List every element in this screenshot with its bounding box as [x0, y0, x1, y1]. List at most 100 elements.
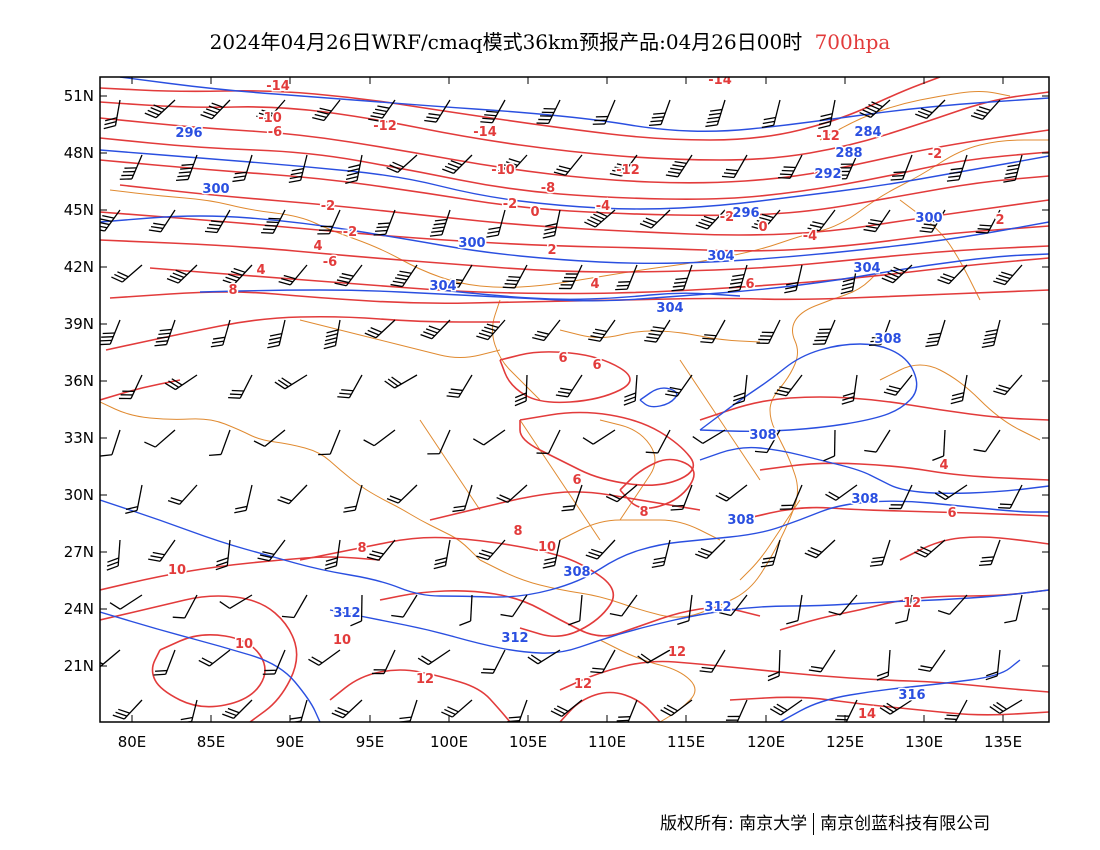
geopotential-height-contour [199, 253, 1049, 302]
temperature-contour-label: 0 [530, 205, 539, 220]
wind-barb [651, 539, 671, 569]
geopotential-height-contour [779, 659, 1021, 722]
lat-tick-label: 24N [64, 600, 94, 618]
wind-barb [209, 429, 231, 457]
geopotential-height-contour [100, 499, 1049, 598]
temperature-contour-label: -4 [596, 199, 610, 214]
height-contour-labels: 296 300 300 304 304 304 308 308 308 308 308 312 312 3… [174, 124, 944, 705]
temperature-isotherm [729, 696, 1049, 716]
wind-barb [480, 99, 506, 124]
height-contour-label: 312 [501, 631, 528, 646]
temperature-contour-labels: -14 -14 -14 -12 -12 -12 -10 -10 -8 -6 -6 -4 -4 -2 -2 -2… [166, 77, 1006, 722]
wind-barb [807, 209, 836, 232]
wind-barb [754, 429, 781, 454]
wind-barb [812, 319, 836, 345]
wind-barb [345, 154, 363, 184]
height-contour-label: 296 [175, 126, 202, 141]
wind-barb [274, 374, 308, 390]
height-contour-label: 300 [458, 236, 485, 251]
wind-barb [881, 264, 913, 284]
wind-barb [106, 539, 121, 571]
temperature-contour-label: -8 [541, 181, 555, 196]
temperature-contour-label: -6 [268, 125, 282, 140]
lat-tick-label: 48N [64, 144, 94, 162]
wind-barb [148, 539, 176, 562]
temperature-contour-label: 10 [333, 633, 351, 648]
wind-barb [472, 429, 506, 446]
wind-barb [919, 209, 946, 233]
wind-barb [550, 699, 583, 717]
wind-barb [584, 209, 616, 228]
temperature-contour-label: 6 [592, 358, 601, 373]
boundary-line [819, 91, 1011, 141]
wind-barb [366, 539, 396, 561]
lon-tick-label: 105E [509, 733, 547, 751]
wind-barb [232, 154, 253, 183]
temperature-contour-label: 6 [558, 351, 567, 366]
height-contour-label: 308 [851, 492, 878, 507]
temperature-isotherm [100, 117, 1049, 184]
temperature-isotherm [119, 184, 1049, 236]
temperature-contour-label: 4 [590, 277, 599, 292]
wind-barb [337, 374, 363, 399]
wind-barb [424, 99, 451, 123]
wind-barb [732, 374, 748, 406]
height-contour-label: 292 [814, 167, 841, 182]
temperature-isotherm [100, 159, 1049, 217]
temperature-contour-label: 12 [668, 645, 686, 660]
lon-tick-label: 125E [826, 733, 864, 751]
temperature-contour-label: 2 [547, 243, 556, 258]
wind-barb [350, 594, 363, 627]
height-contour-label: 308 [749, 428, 776, 443]
temperature-contour-label: 2 [995, 213, 1004, 228]
temperature-contour-label: 12 [574, 677, 592, 692]
wind-barb [671, 264, 693, 292]
temperature-contour-label: -14 [473, 125, 497, 140]
temperature-isotherm [899, 536, 1049, 561]
wind-barb [427, 429, 451, 455]
temperature-isotherm [759, 462, 1049, 481]
wind-barb [915, 99, 946, 119]
geopotential-height-contour [329, 589, 1049, 654]
pressure-level-label: 700hpa [814, 30, 891, 54]
wind-barb [609, 594, 638, 617]
wind-barb [970, 99, 1001, 120]
wind-barb [637, 649, 671, 664]
wind-barb [828, 594, 858, 616]
lon-tick-label: 130E [905, 733, 943, 751]
boundary-line [879, 364, 1041, 441]
wind-barb [446, 264, 473, 288]
wind-barb [172, 594, 198, 619]
wind-barb [253, 429, 286, 447]
wind-barb [937, 264, 968, 285]
wind-barb [391, 594, 418, 618]
wind-barbs [100, 99, 1023, 722]
temperature-contour-label: 12 [416, 672, 434, 687]
wind-barb [100, 649, 121, 668]
lat-tick-label: 42N [64, 258, 94, 276]
wind-barb [649, 99, 671, 127]
longitude-axis: 80E 85E 90E 95E 100E 105E 110E 115E 120E 125E 130E… [118, 77, 1022, 751]
wind-barb [390, 264, 418, 288]
wind-barb [786, 594, 803, 625]
temperature-isotherm [100, 91, 1049, 161]
wind-barb [119, 154, 143, 180]
lon-tick-label: 80E [118, 733, 147, 751]
wind-barb [228, 374, 253, 399]
wind-barb [502, 264, 528, 289]
wind-barb [281, 594, 308, 619]
wind-barb [864, 429, 891, 453]
wind-barb [616, 699, 638, 722]
boundary-line [100, 401, 481, 561]
wind-barb [154, 319, 176, 347]
lat-tick-label: 51N [64, 87, 94, 105]
temperature-contour-label: 8 [228, 283, 237, 298]
wind-barb [317, 209, 341, 235]
copyright-text: 版权所有: 南京大学 [660, 814, 808, 834]
wind-barb [262, 649, 286, 675]
wind-barb [719, 594, 748, 617]
temperature-contour-label: -6 [323, 255, 337, 270]
height-contours [100, 77, 1049, 722]
wind-barb [288, 699, 308, 722]
wind-barb [441, 699, 473, 718]
